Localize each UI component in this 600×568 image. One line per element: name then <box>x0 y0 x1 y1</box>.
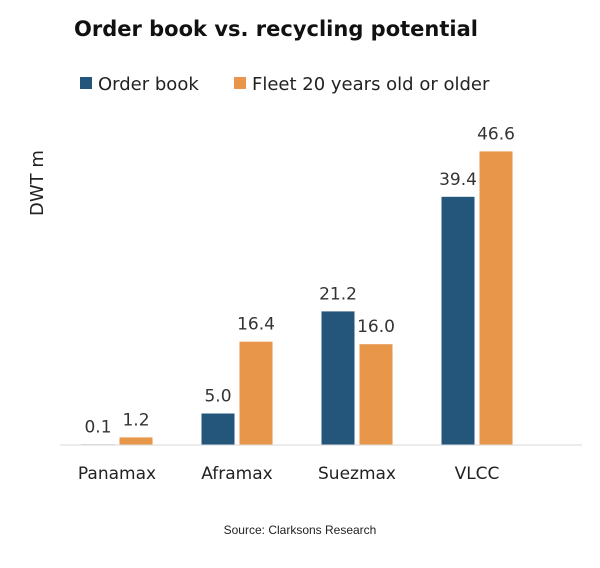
data-label-aframax-fleet-20-years: 16.4 <box>237 315 275 335</box>
category-label-suezmax: Suezmax <box>318 464 396 484</box>
bar-panamax-fleet-20-years <box>119 437 153 445</box>
bars-group <box>81 151 513 445</box>
category-label-vlcc: VLCC <box>455 464 500 484</box>
legend-label-order-book: Order book <box>98 74 199 95</box>
data-label-panamax-fleet-20-years: 1.2 <box>122 410 149 430</box>
category-label-panamax: Panamax <box>78 464 156 484</box>
bar-aframax-order-book <box>201 413 235 445</box>
data-label-suezmax-order-book: 21.2 <box>319 284 357 304</box>
category-labels-group: Panamax Aframax Suezmax VLCC <box>78 464 499 484</box>
legend-label-fleet-20-years: Fleet 20 years old or older <box>252 74 490 95</box>
chart-title: Order book vs. recycling potential <box>74 17 478 41</box>
bar-suezmax-order-book <box>321 311 355 445</box>
data-label-aframax-order-book: 5.0 <box>204 387 231 407</box>
bar-aframax-fleet-20-years <box>239 341 273 445</box>
data-label-panamax-order-book: 0.1 <box>84 417 111 437</box>
bar-suezmax-fleet-20-years <box>359 344 393 445</box>
bar-vlcc-fleet-20-years <box>479 151 513 445</box>
legend-swatch-fleet-20-years <box>234 77 246 89</box>
legend-swatch-order-book <box>80 77 92 89</box>
source-note: Source: Clarksons Research <box>224 523 377 537</box>
y-axis-label: DWT m <box>27 150 48 216</box>
data-labels-group: 0.1 1.2 5.0 16.4 21.216.0 39.4 46.6 <box>84 124 514 437</box>
data-label-vlcc-order-book: 39.4 <box>439 170 477 190</box>
category-label-aframax: Aframax <box>201 464 272 484</box>
legend: Order book Fleet 20 years old or older <box>80 74 490 95</box>
data-label-suezmax-fleet-20-years: 16.0 <box>357 317 395 337</box>
data-label-vlcc-fleet-20-years: 46.6 <box>477 124 515 144</box>
bar-vlcc-order-book <box>441 196 475 445</box>
